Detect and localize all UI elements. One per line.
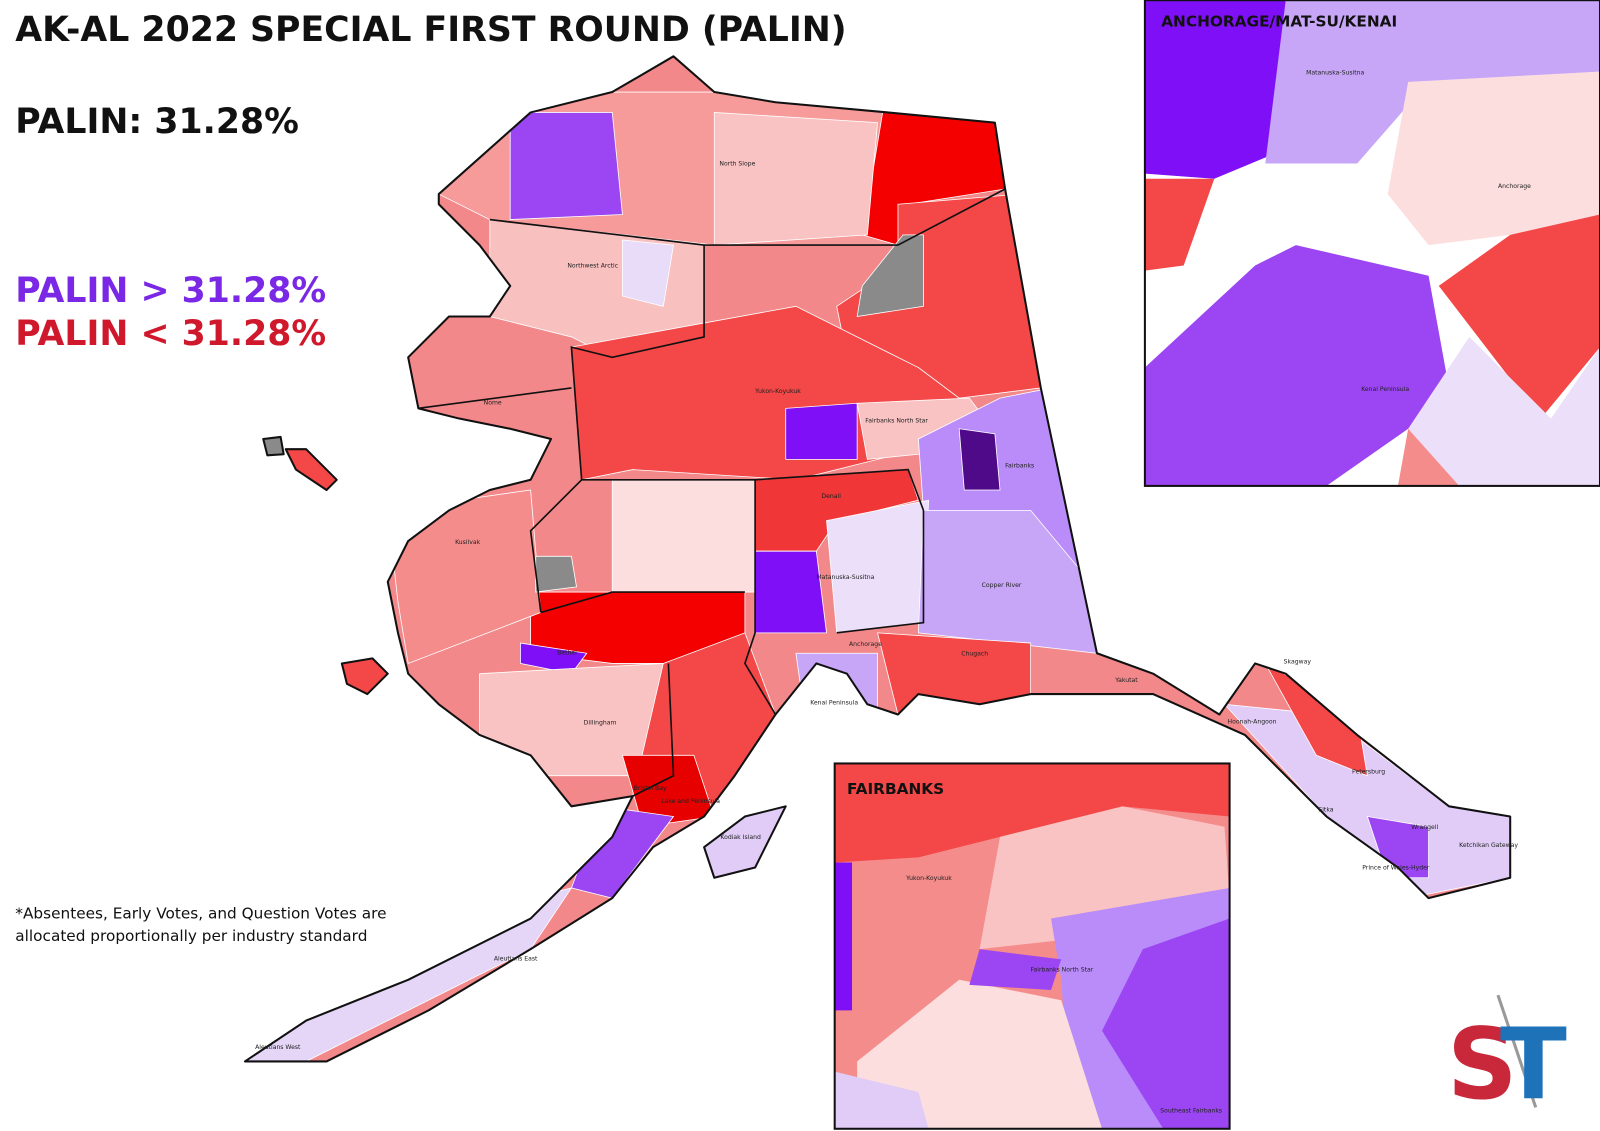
region-label: Ketchikan Gateway	[1459, 842, 1518, 849]
region-labels: North Slope Northwest Arctic Nome Yukon-…	[255, 161, 1518, 1052]
region	[479, 663, 674, 777]
region-label: Matanuska-Susitna	[816, 574, 874, 581]
legend-above: PALIN > 31.28%	[15, 271, 326, 311]
inset-anchorage: ANCHORAGE/MAT-SU/KENAI Matanuska-Susitna…	[1143, 0, 1600, 487]
region-label: Southeast Fairbanks	[1160, 1107, 1222, 1114]
region	[795, 652, 878, 726]
region-label: Denali	[821, 493, 841, 500]
region	[611, 479, 756, 593]
region	[834, 763, 1230, 863]
region	[834, 862, 853, 1011]
region-label: Bethel	[557, 649, 577, 656]
region	[622, 239, 674, 307]
border	[581, 478, 777, 715]
inset-border	[1143, 0, 1600, 487]
region	[509, 112, 623, 221]
region-label: Hoonah-Angoon	[1228, 719, 1277, 726]
region-label: Copper River	[982, 582, 1022, 589]
region-label: Prince of Wales-Hyder	[1362, 865, 1430, 872]
region-label: Yakutat	[1114, 677, 1138, 684]
island	[703, 805, 787, 879]
region-label: Anchorage	[849, 641, 882, 648]
region	[969, 949, 1062, 990]
region	[1387, 71, 1600, 246]
region-label: Petersburg	[1352, 769, 1385, 776]
inset-title: ANCHORAGE/MAT-SU/KENAI	[1161, 13, 1397, 31]
border	[540, 591, 745, 614]
logo-t: T	[1500, 1008, 1567, 1122]
state-outline	[243, 55, 1512, 1063]
district-lines	[418, 188, 1006, 797]
inset-border	[833, 762, 1231, 1130]
region-label: Fairbanks North Star	[1031, 967, 1094, 974]
region-label: Sitka	[1318, 806, 1333, 813]
region	[1144, 0, 1286, 179]
footnote: *Absentees, Early Votes, and Question Vo…	[15, 905, 386, 923]
border	[489, 188, 1006, 246]
region	[785, 402, 858, 460]
logo-slash	[1496, 994, 1538, 1108]
region-label: Chugach	[961, 650, 988, 657]
result: PALIN: 31.28%	[15, 102, 299, 142]
region-label: Dillingham	[584, 720, 617, 727]
title: AK-AL 2022 SPECIAL FIRST ROUND (PALIN)	[15, 10, 846, 50]
region-label: Bristol Bay	[634, 785, 667, 792]
region-label: Anchorage	[1498, 183, 1531, 190]
region	[1408, 336, 1600, 486]
region-label: Lake and Peninsula	[661, 798, 720, 805]
logo: S T	[1447, 994, 1567, 1122]
region	[958, 428, 1001, 491]
region	[535, 555, 578, 593]
border	[418, 387, 572, 410]
inset-fairbanks: FAIRBANKS Yukon-Koyukuk Fairbanks North …	[833, 762, 1231, 1130]
region-label: Wrangell	[1411, 824, 1438, 831]
region-label: Fairbanks North Star	[865, 418, 928, 425]
border	[529, 245, 705, 613]
region-label: Kenai Peninsula	[810, 699, 858, 706]
region-label: Kodiak Island	[720, 834, 761, 841]
island	[284, 448, 338, 492]
region	[713, 112, 878, 246]
region-label: Kusilvak	[455, 539, 481, 546]
island	[340, 657, 389, 696]
region	[834, 1071, 929, 1129]
border	[755, 468, 925, 634]
region	[1144, 178, 1215, 271]
region-label: Matanuska-Susitna	[1306, 70, 1364, 77]
region	[857, 979, 1103, 1129]
region	[1265, 0, 1600, 164]
island	[262, 435, 285, 457]
region	[1102, 918, 1230, 1129]
region-label: Kenai Peninsula	[1361, 386, 1409, 393]
region-label: Fairbanks	[1005, 463, 1034, 470]
region-label: Aleutians West	[255, 1044, 301, 1051]
region	[387, 489, 542, 665]
region-label: Skagway	[1284, 658, 1312, 665]
region-label: Northwest Arctic	[567, 263, 618, 270]
region	[877, 632, 1032, 715]
inset-title: FAIRBANKS	[847, 780, 944, 798]
region-label: Yukon-Koyukuk	[905, 875, 952, 882]
region	[1144, 245, 1449, 486]
region	[826, 499, 930, 634]
region	[754, 550, 827, 634]
region-label: Nome	[484, 399, 502, 406]
footnote: allocated proportionally per industry st…	[15, 927, 367, 945]
region	[1438, 214, 1600, 419]
region-label: Yukon-Koyukuk	[754, 388, 801, 395]
region	[1397, 428, 1460, 486]
logo-s: S	[1447, 1008, 1518, 1122]
region-label: Aleutians East	[494, 955, 538, 962]
border	[632, 663, 675, 797]
region	[856, 234, 924, 318]
region-label: North Slope	[719, 161, 755, 168]
legend-below: PALIN < 31.28%	[15, 314, 326, 354]
